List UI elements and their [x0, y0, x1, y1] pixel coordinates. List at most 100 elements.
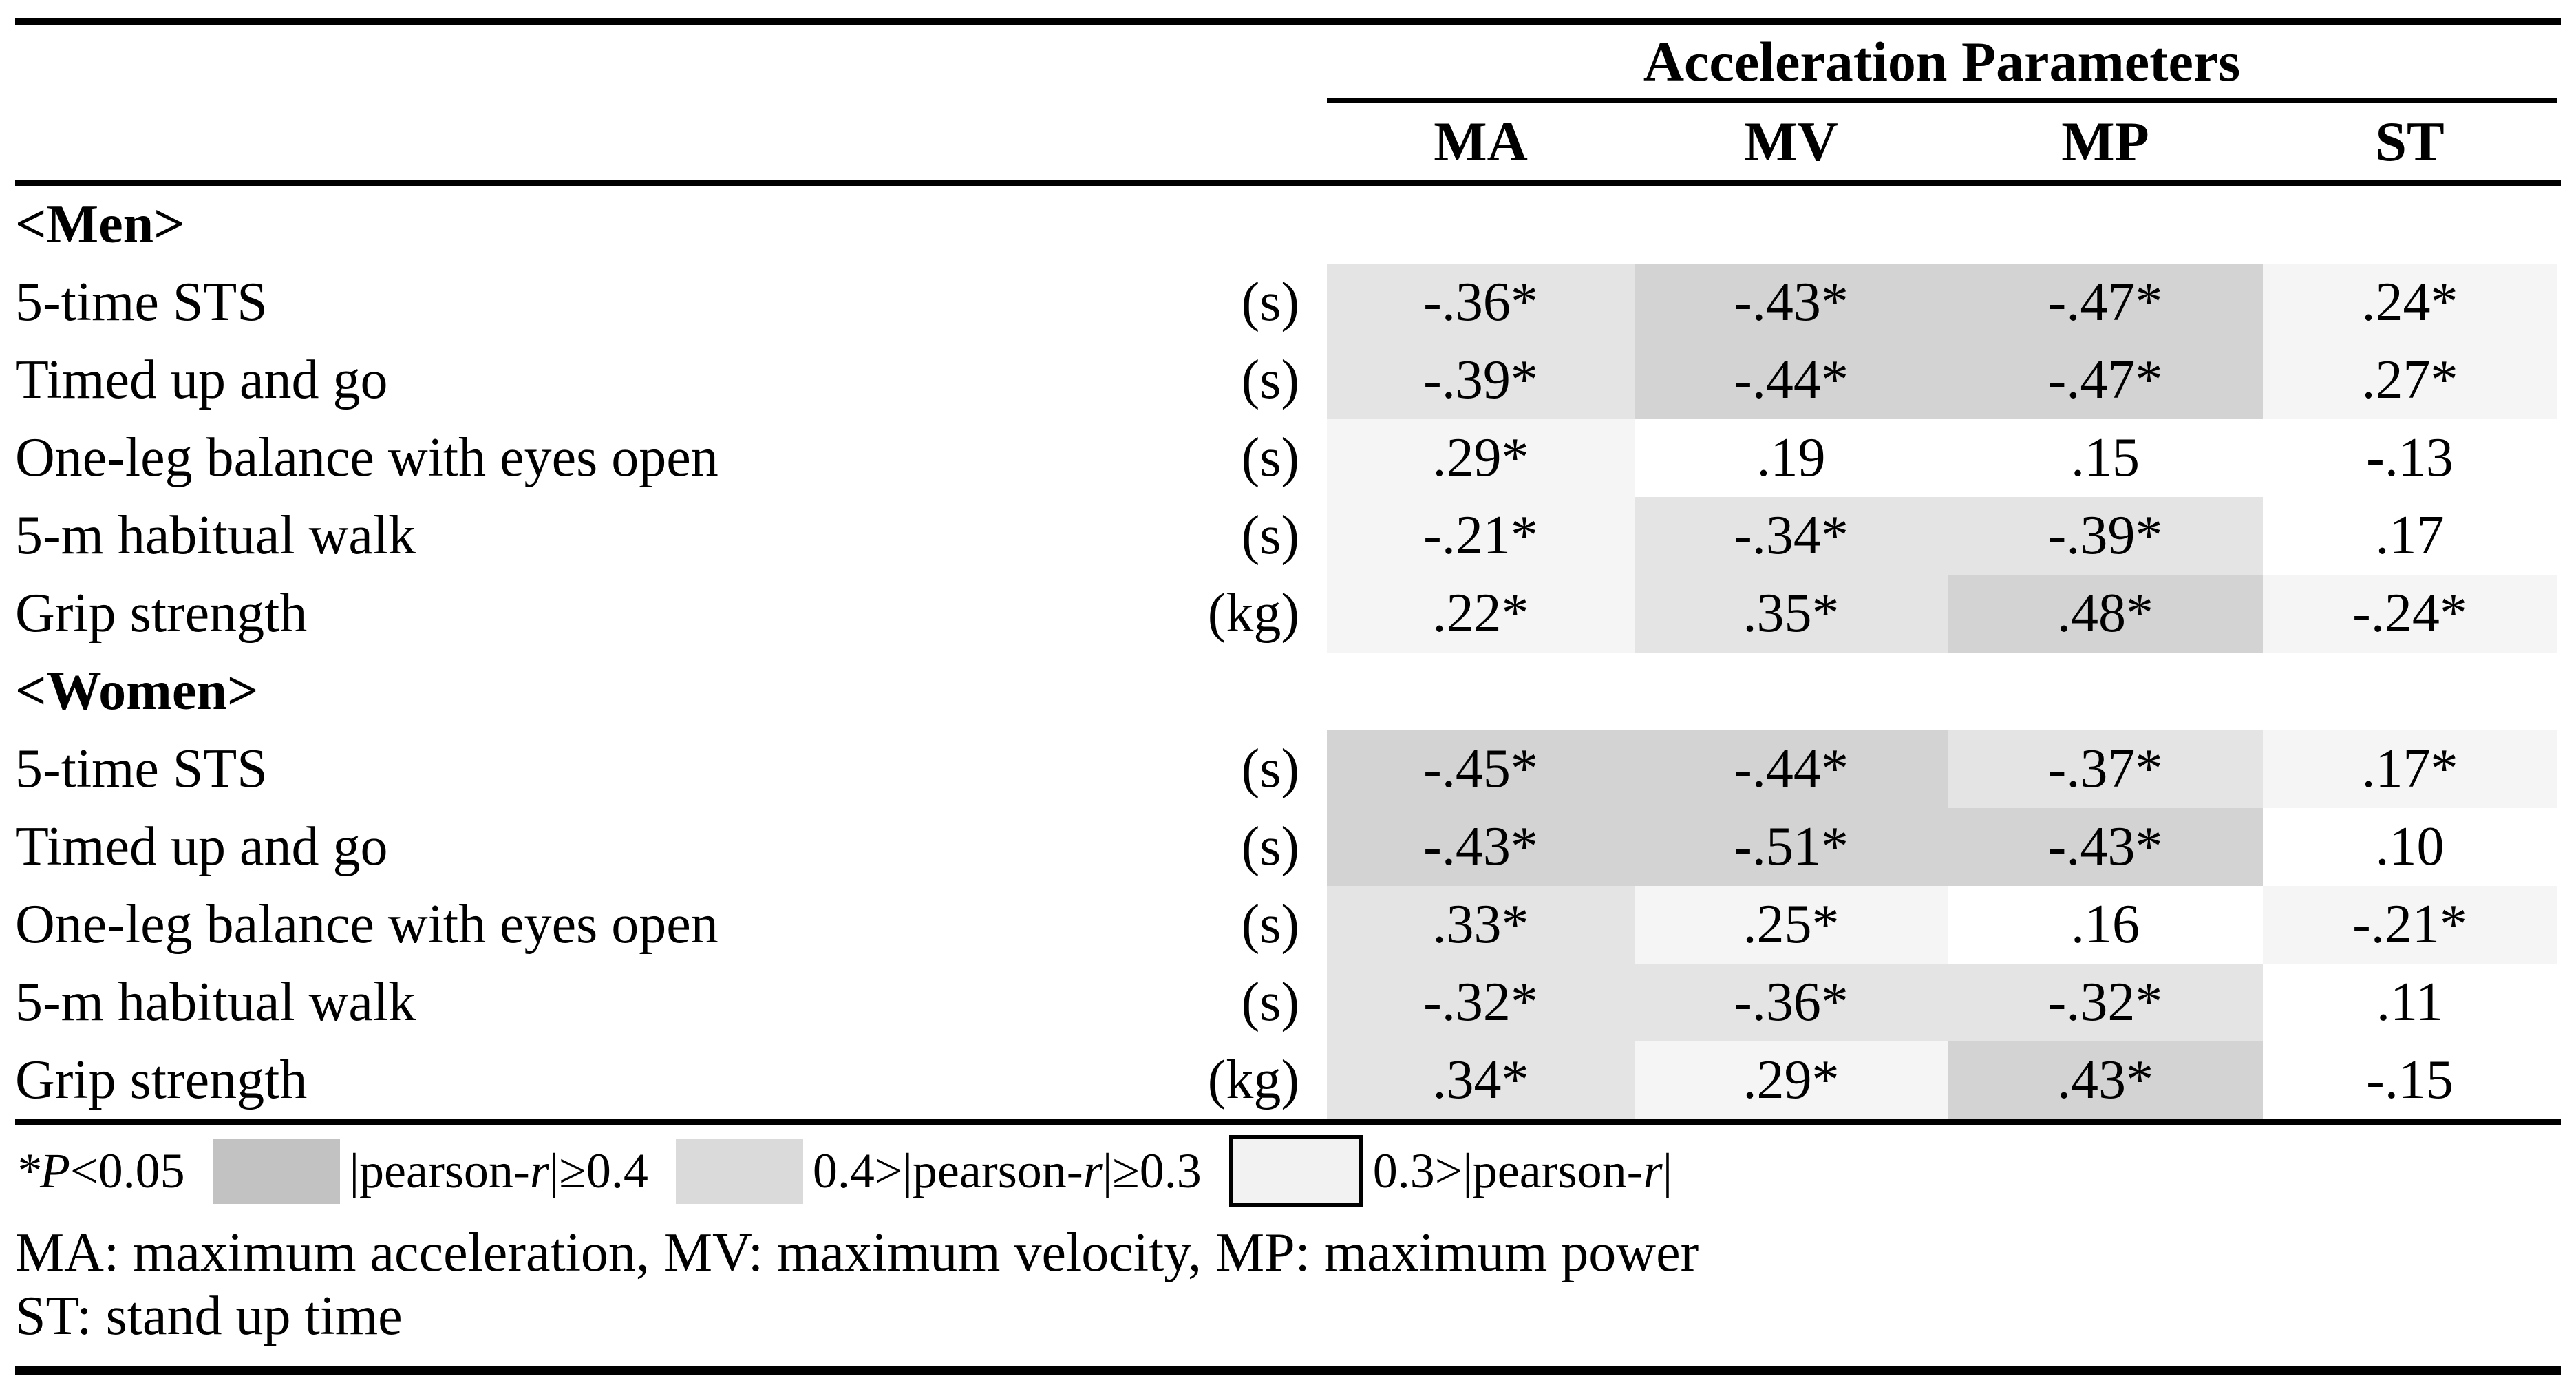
column-header-spacer [15, 103, 1327, 180]
row-label: 5-time STS [15, 272, 268, 332]
row-unit: (s) [1241, 505, 1299, 566]
cell-value: .48* [1948, 575, 2263, 653]
table-row: Timed up and go (s) -.43* -.51* -.43* .10 [15, 808, 2561, 886]
row-unit: (kg) [1207, 1050, 1299, 1110]
header-bottom-rule [15, 180, 2561, 186]
cell-value: .43* [1948, 1041, 2263, 1119]
cell-value [1327, 186, 1635, 264]
cell-value: -.21* [1327, 497, 1635, 575]
cell-value [1635, 653, 1948, 730]
footnote-abbreviations: MA: maximum acceleration, MV: maximum ve… [15, 1222, 1699, 1283]
cell-value: .34* [1327, 1041, 1635, 1119]
table-row: 5-time STS (s) -.36* -.43* -.47* .24* [15, 264, 2561, 341]
cell-value: -.13 [2263, 419, 2557, 497]
legend-swatch-0 [212, 1138, 340, 1204]
section-label: <Men> [15, 194, 185, 255]
row-label: Grip strength [15, 583, 308, 644]
row-label: One-leg balance with eyes open [15, 894, 718, 955]
column-header-ma: MA [1434, 109, 1528, 173]
cell-value: -.21* [2263, 886, 2557, 964]
table-row: 5-m habitual walk (s) -.32* -.36* -.32* .11 [15, 964, 2561, 1041]
table-body: <Men> 5-time STS (s) -.36* -.43* -.47* .24* Tim… [15, 186, 2561, 1119]
row-unit: (s) [1241, 272, 1299, 332]
table-row: One-leg balance with eyes open (s) .33* .25… [15, 886, 2561, 964]
cell-value: .33* [1327, 886, 1635, 964]
text-segment: |≥0.4 [549, 1143, 648, 1198]
cell-value: .29* [1635, 1041, 1948, 1119]
cell-value: .29* [1327, 419, 1635, 497]
cell-value: -.32* [1327, 964, 1635, 1041]
cell-value: -.39* [1948, 497, 2263, 575]
legend-label-1: 0.4>|pearson-r|≥0.3 [813, 1143, 1202, 1200]
cell-value [2263, 186, 2557, 264]
text-segment: | [1662, 1143, 1673, 1198]
cell-value: .15 [1948, 419, 2263, 497]
cell-value: -.47* [1948, 264, 2263, 341]
text-segment: |pearson- [349, 1143, 530, 1198]
table-row: Grip strength (kg) .34* .29* .43* -.15 [15, 1041, 2561, 1119]
section-row: <Men> [15, 186, 2561, 264]
row-unit: (s) [1241, 972, 1299, 1033]
row-unit: (s) [1241, 739, 1299, 799]
table-bottom-rule [15, 1119, 2561, 1125]
legend-swatch-2 [1228, 1134, 1363, 1207]
table-row: 5-m habitual walk (s) -.21* -.34* -.39* .17 [15, 497, 2561, 575]
cell-value: -.36* [1327, 264, 1635, 341]
cell-value: -.15 [2263, 1041, 2557, 1119]
footnote-st: ST: stand up time [15, 1286, 403, 1346]
table-row: One-leg balance with eyes open (s) .29* .19… [15, 419, 2561, 497]
cell-value [1948, 653, 2263, 730]
legend-swatch-1 [675, 1138, 803, 1204]
cell-value: .27* [2263, 341, 2557, 419]
text-segment: r [1083, 1143, 1103, 1198]
cell-value: .19 [1635, 419, 1948, 497]
row-label: 5-m habitual walk [15, 972, 416, 1033]
cell-value: .24* [2263, 264, 2557, 341]
group-header-row: Acceleration Parameters [15, 25, 2561, 98]
cell-value: -.51* [1635, 808, 1948, 886]
cell-value: .17 [2263, 497, 2557, 575]
cell-value: -.43* [1948, 808, 2263, 886]
row-unit [1174, 186, 1327, 264]
section-row: <Women> [15, 653, 2561, 730]
column-header-row: MA MV MP ST [15, 103, 2561, 180]
cell-value: -.36* [1635, 964, 1948, 1041]
group-header-underline [1327, 98, 2557, 103]
legend-label-0: |pearson-r|≥0.4 [350, 1143, 648, 1200]
table-top-rule [15, 18, 2561, 25]
cell-value: .25* [1635, 886, 1948, 964]
page-bottom-rule [15, 1366, 2561, 1375]
text-segment: r [1643, 1143, 1663, 1198]
cell-value: -.47* [1948, 341, 2263, 419]
row-label: 5-m habitual walk [15, 505, 416, 566]
legend-items: |pearson-r|≥0.4 0.4>|pearson-r|≥0.3 0.3>|p… [185, 1134, 1673, 1207]
cell-value: -.44* [1635, 341, 1948, 419]
row-label: Grip strength [15, 1050, 308, 1110]
row-label: Timed up and go [15, 350, 388, 410]
row-unit: (kg) [1207, 583, 1299, 644]
cell-value: -.32* [1948, 964, 2263, 1041]
cell-value: .16 [1948, 886, 2263, 964]
cell-value: -.44* [1635, 730, 1948, 808]
text-segment: 0.4>|pearson- [812, 1143, 1083, 1198]
cell-value: -.43* [1327, 808, 1635, 886]
group-header-label: Acceleration Parameters [1643, 30, 2241, 93]
cell-value: -.43* [1635, 264, 1948, 341]
text-segment: |≥0.3 [1102, 1143, 1202, 1198]
cell-value: .10 [2263, 808, 2557, 886]
cell-value: -.24* [2263, 575, 2557, 653]
row-label: 5-time STS [15, 739, 268, 799]
column-header-mv: MV [1744, 109, 1838, 173]
cell-value [1327, 653, 1635, 730]
cell-value [2263, 653, 2557, 730]
legend-row: *P<0.05 |pearson-r|≥0.4 0.4>|pearson-r|≥0… [15, 1130, 2561, 1211]
cell-value: .11 [2263, 964, 2557, 1041]
row-unit [1174, 653, 1327, 730]
row-unit: (s) [1241, 427, 1299, 488]
significance-note: *P<0.05 [15, 1143, 185, 1200]
text-segment: *P [15, 1143, 70, 1198]
row-label: Timed up and go [15, 816, 388, 877]
row-unit: (s) [1241, 350, 1299, 410]
cell-value: -.37* [1948, 730, 2263, 808]
